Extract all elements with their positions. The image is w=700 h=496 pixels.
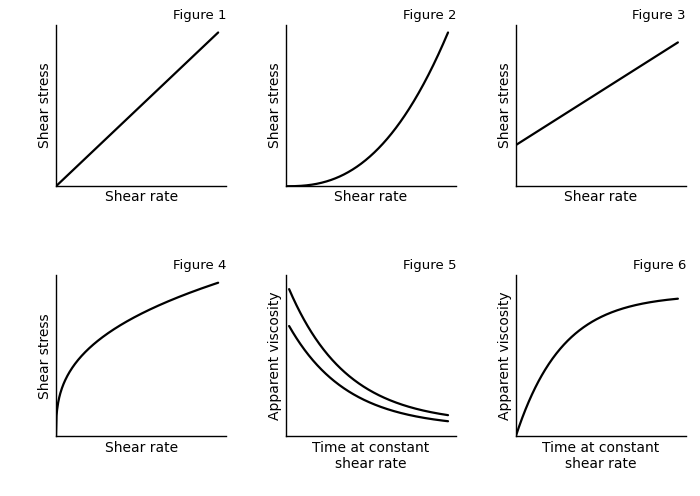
X-axis label: Time at constant
shear rate: Time at constant shear rate bbox=[542, 440, 659, 471]
Text: Figure 2: Figure 2 bbox=[402, 8, 456, 21]
X-axis label: Shear rate: Shear rate bbox=[104, 190, 178, 204]
X-axis label: Shear rate: Shear rate bbox=[104, 440, 178, 455]
X-axis label: Shear rate: Shear rate bbox=[564, 190, 638, 204]
Y-axis label: Apparent viscosity: Apparent viscosity bbox=[267, 292, 281, 420]
Y-axis label: Shear stress: Shear stress bbox=[498, 62, 512, 148]
Y-axis label: Shear stress: Shear stress bbox=[267, 62, 281, 148]
X-axis label: Time at constant
shear rate: Time at constant shear rate bbox=[312, 440, 430, 471]
Text: Figure 4: Figure 4 bbox=[173, 259, 226, 272]
Text: Figure 6: Figure 6 bbox=[633, 259, 686, 272]
Text: Figure 3: Figure 3 bbox=[633, 8, 686, 21]
Text: Figure 1: Figure 1 bbox=[173, 8, 226, 21]
Y-axis label: Shear stress: Shear stress bbox=[38, 62, 52, 148]
Y-axis label: Apparent viscosity: Apparent viscosity bbox=[498, 292, 512, 420]
X-axis label: Shear rate: Shear rate bbox=[335, 190, 407, 204]
Y-axis label: Shear stress: Shear stress bbox=[38, 313, 52, 399]
Text: Figure 5: Figure 5 bbox=[402, 259, 456, 272]
